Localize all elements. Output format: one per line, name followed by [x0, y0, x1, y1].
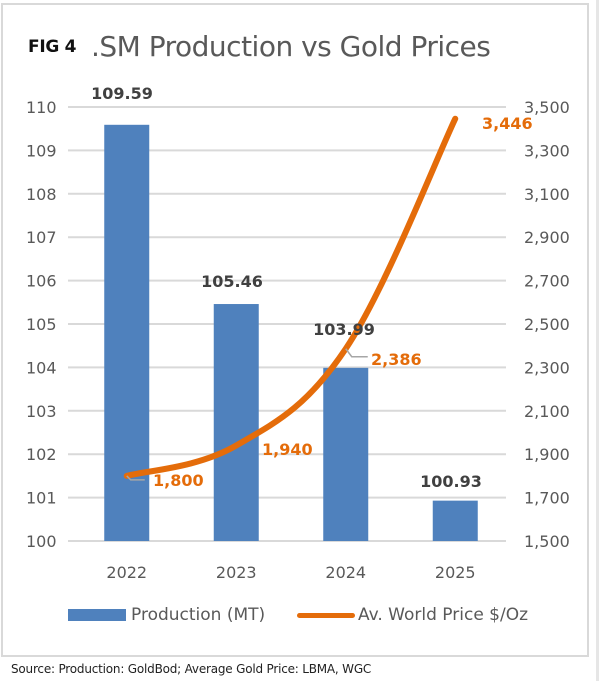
page-edge	[596, 0, 599, 681]
leader-line	[126, 475, 145, 481]
right-axis: 1,500 1,700 1,900 2,100 2,300 2,500 2,700 2,900…	[524, 98, 570, 551]
y-left-tick-label: 108	[26, 185, 57, 204]
chart-title: .SM Production vs Gold Prices	[91, 30, 491, 63]
leader-line	[345, 348, 368, 358]
line-data-label: 1,800	[153, 471, 204, 490]
bar	[323, 367, 369, 541]
y-left-tick-label: 110	[26, 98, 57, 117]
y-left-tick-label: 104	[26, 358, 57, 377]
y-right-tick-label: 1,500	[524, 532, 570, 551]
figure-number: FIG 4	[28, 37, 77, 57]
legend-swatch-line	[297, 612, 355, 618]
x-tick-label: 2023	[216, 563, 257, 582]
y-left-tick-label: 105	[26, 315, 57, 334]
legend-swatch-bar	[68, 609, 126, 621]
x-tick-label: 2025	[435, 563, 476, 582]
y-right-tick-label: 2,300	[524, 358, 570, 377]
bar-data-label: 105.46	[201, 272, 263, 291]
x-axis: 2022 2023 2024 2025	[106, 563, 475, 582]
chart-frame	[1, 3, 589, 657]
y-left-tick-label: 103	[26, 402, 57, 421]
bar-data-label: 103.99	[313, 320, 375, 339]
legend-item-price: Av. World Price $/Oz	[297, 605, 528, 625]
x-tick-label: 2022	[106, 563, 147, 582]
legend-item-production: Production (MT)	[68, 605, 265, 625]
y-left-tick-label: 100	[26, 532, 57, 551]
y-right-tick-label: 2,100	[524, 402, 570, 421]
legend-label: Production (MT)	[131, 605, 266, 625]
y-left-tick-label: 107	[26, 228, 57, 247]
y-right-tick-label: 3,100	[524, 185, 570, 204]
y-left-tick-label: 106	[26, 272, 57, 291]
data-labels: 109.59 105.46 103.99 100.93 1,800 1,940 2,386 3…	[91, 84, 532, 491]
y-right-tick-label: 1,900	[524, 445, 570, 464]
line-data-label: 1,940	[262, 440, 313, 459]
legend: Production (MT) Av. World Price $/Oz	[0, 605, 600, 635]
y-right-tick-label: 3,500	[524, 98, 570, 117]
left-axis: 100 101 102 103 104 105 106 107 108 109 110	[26, 98, 57, 551]
x-tick-label: 2024	[325, 563, 366, 582]
y-right-tick-label: 2,700	[524, 272, 570, 291]
line-data-label: 2,386	[371, 350, 422, 369]
price-line	[123, 115, 459, 479]
y-left-tick-label: 109	[26, 141, 57, 160]
legend-label: Av. World Price $/Oz	[358, 605, 529, 625]
y-right-tick-label: 1,700	[524, 489, 570, 508]
bar-data-label: 109.59	[91, 84, 153, 103]
bar-data-label: 100.93	[420, 472, 482, 491]
source-note: Source: Production: GoldBod; Average Gol…	[11, 662, 372, 676]
y-left-tick-label: 101	[26, 489, 57, 508]
y-right-tick-label: 2,500	[524, 315, 570, 334]
bar	[213, 304, 259, 541]
line-data-label: 3,446	[482, 114, 533, 133]
y-right-tick-label: 2,900	[524, 228, 570, 247]
y-right-tick-label: 3,300	[524, 141, 570, 160]
bar	[432, 500, 478, 541]
line-series	[123, 115, 459, 479]
y-left-tick-label: 102	[26, 445, 57, 464]
